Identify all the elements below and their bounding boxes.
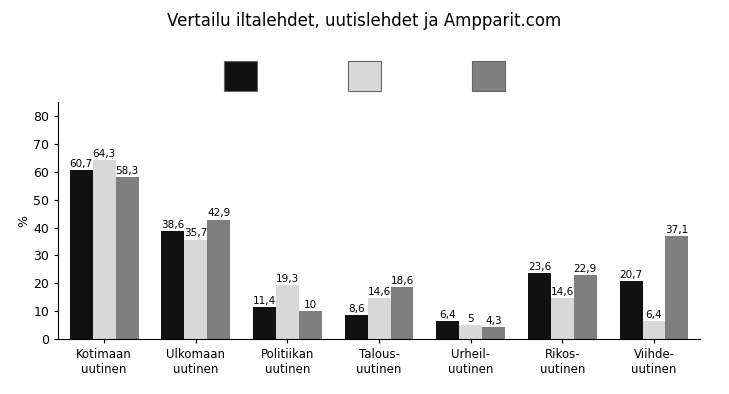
Bar: [93, 160, 116, 339]
Bar: [574, 275, 597, 339]
Text: 14,6: 14,6: [550, 287, 574, 297]
Bar: [345, 315, 367, 339]
Bar: [299, 311, 321, 339]
Bar: [207, 219, 230, 339]
Text: 64,3: 64,3: [93, 149, 116, 159]
Text: 4,3: 4,3: [486, 316, 502, 326]
Bar: [437, 321, 459, 339]
Text: 58,3: 58,3: [115, 165, 139, 176]
Text: 19,3: 19,3: [276, 274, 299, 284]
Text: Vertailu iltalehdet, uutislehdet ja Ampparit.com: Vertailu iltalehdet, uutislehdet ja Ampp…: [168, 12, 561, 30]
Bar: [528, 273, 551, 339]
Text: 18,6: 18,6: [390, 276, 413, 286]
Bar: [367, 298, 391, 339]
Text: 6,4: 6,4: [440, 310, 456, 320]
Bar: [70, 170, 93, 339]
Text: 60,7: 60,7: [70, 159, 93, 169]
Text: 42,9: 42,9: [207, 208, 230, 218]
Bar: [184, 240, 207, 339]
Text: 20,7: 20,7: [620, 270, 643, 280]
Bar: [116, 177, 139, 339]
Text: 10: 10: [304, 300, 317, 310]
Text: 14,6: 14,6: [367, 287, 391, 297]
Bar: [620, 281, 642, 339]
Text: 8,6: 8,6: [348, 304, 364, 314]
Bar: [642, 321, 666, 339]
Text: 37,1: 37,1: [666, 225, 689, 234]
Text: 35,7: 35,7: [184, 229, 208, 238]
Text: 22,9: 22,9: [574, 264, 597, 274]
Bar: [459, 325, 482, 339]
Text: 6,4: 6,4: [646, 310, 663, 320]
Bar: [253, 307, 276, 339]
Bar: [482, 327, 505, 339]
Text: 38,6: 38,6: [161, 220, 184, 230]
Bar: [276, 285, 299, 339]
Text: 5: 5: [467, 314, 474, 324]
Text: 23,6: 23,6: [528, 262, 551, 272]
Bar: [666, 236, 688, 339]
Bar: [391, 287, 413, 339]
Bar: [551, 298, 574, 339]
Text: 11,4: 11,4: [253, 296, 276, 306]
Y-axis label: %: %: [17, 215, 31, 227]
Bar: [161, 232, 184, 339]
